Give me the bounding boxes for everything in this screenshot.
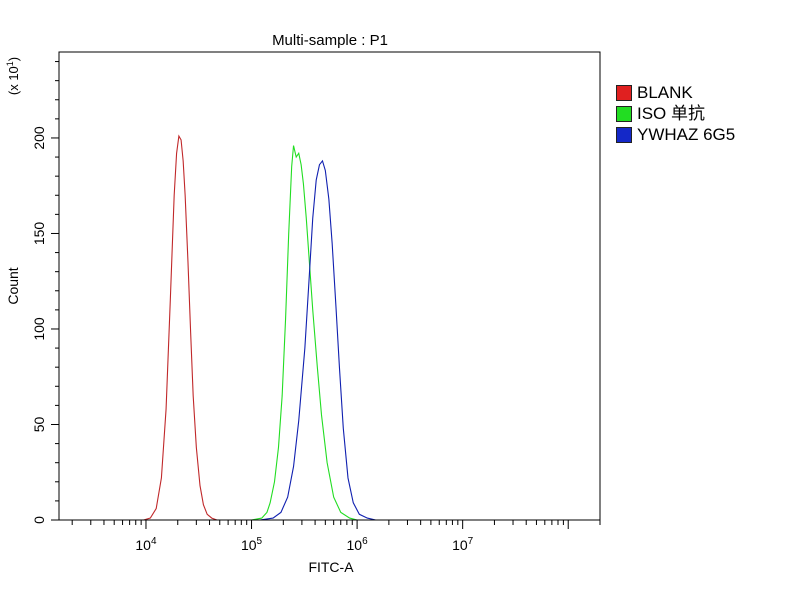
legend-item-blank: BLANK: [616, 82, 735, 103]
y-axis-multiplier: (x 101): [5, 57, 21, 95]
legend-label-iso: ISO 单抗: [637, 103, 706, 123]
legend-label-blank: BLANK: [637, 82, 693, 102]
x-axis-ticks: 104 105 106 107: [71, 520, 601, 553]
y-multiplier-close: ): [6, 57, 21, 61]
x-axis-label: FITC-A: [308, 559, 354, 575]
x-tick-label: 105: [241, 536, 263, 553]
x-tick-base: 10: [135, 537, 151, 553]
y-tick-label: 150: [31, 222, 47, 246]
x-tick-label: 107: [452, 536, 474, 553]
x-tick-exp: 4: [151, 536, 157, 547]
series-line-0: [143, 134, 218, 521]
y-tick-label: 200: [31, 126, 47, 150]
x-tick-exp: 6: [362, 536, 368, 547]
x-tick-label: 104: [135, 536, 157, 553]
y-multiplier-exp: 1: [5, 61, 15, 66]
legend-label-ywhaz: YWHAZ 6G5: [637, 124, 736, 144]
x-tick-exp: 7: [468, 536, 474, 547]
y-tick-label: 50: [31, 416, 47, 432]
x-tick-exp: 5: [257, 536, 263, 547]
series-layer: [143, 134, 376, 521]
legend-swatch-iso: [616, 105, 632, 122]
plot-frame: [58, 51, 601, 521]
chart-legend: BLANK ISO 单抗 YWHAZ 6G5: [616, 82, 735, 145]
legend-swatch-ywhaz: [616, 126, 632, 143]
x-tick-base: 10: [241, 537, 257, 553]
legend-item-ywhaz: YWHAZ 6G5: [616, 124, 735, 145]
y-tick-label: 100: [31, 317, 47, 341]
y-multiplier-base: (x 10: [6, 66, 21, 95]
x-tick-label: 106: [347, 536, 369, 553]
chart-title: Multi-sample : P1: [272, 32, 388, 49]
series-line-1: [251, 145, 358, 521]
x-tick-base: 10: [452, 537, 468, 553]
y-axis-label: Count: [5, 267, 21, 304]
legend-swatch-blank: [616, 84, 632, 101]
x-tick-base: 10: [347, 537, 363, 553]
series-line-2: [259, 159, 376, 521]
y-axis-ticks: 0 50 100 150 200: [31, 61, 59, 524]
y-tick-label: 0: [31, 516, 47, 524]
legend-item-iso: ISO 单抗: [616, 103, 735, 124]
